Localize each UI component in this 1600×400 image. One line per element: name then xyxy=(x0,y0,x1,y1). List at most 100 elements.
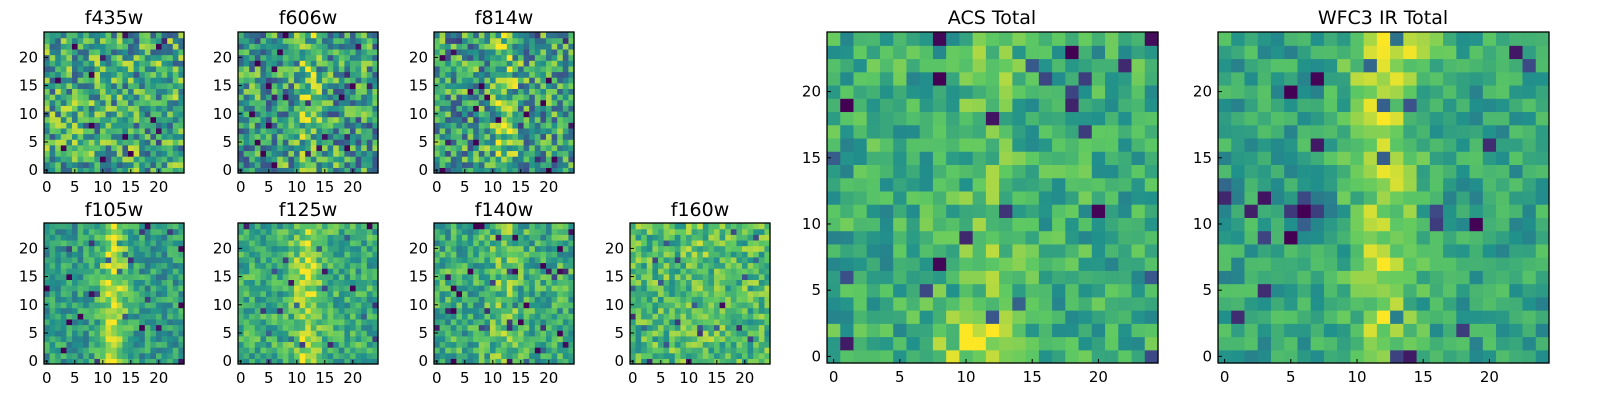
heatmap-cell xyxy=(512,335,519,343)
heatmap-cell xyxy=(434,335,441,343)
heatmap-cell xyxy=(88,239,95,247)
heatmap-cell xyxy=(512,307,519,314)
heatmap-cell xyxy=(178,307,185,314)
heatmap-cell xyxy=(434,239,441,247)
heatmap-cell xyxy=(344,228,351,235)
heatmap-cell xyxy=(243,77,250,84)
heatmap-cell xyxy=(49,37,56,44)
heatmap-cell xyxy=(178,105,185,112)
heatmap-cell xyxy=(456,268,463,275)
heatmap-cell xyxy=(546,77,553,84)
heatmap-cell xyxy=(55,133,62,140)
heatmap-cell xyxy=(742,301,749,309)
heatmap-cell xyxy=(144,262,151,269)
heatmap-cell xyxy=(959,349,974,364)
x-tick-label: 10 xyxy=(483,178,502,196)
heatmap-cell xyxy=(133,313,140,320)
heatmap-cell xyxy=(322,150,329,157)
heatmap-cell xyxy=(523,82,530,89)
heatmap-cell xyxy=(512,167,519,174)
heatmap-cell xyxy=(249,60,256,67)
heatmap-cell xyxy=(456,48,463,56)
heatmap-cell xyxy=(282,234,289,241)
heatmap-cell xyxy=(83,133,90,140)
heatmap-cell xyxy=(879,296,894,311)
heatmap-cell xyxy=(506,335,513,343)
heatmap-cell xyxy=(338,99,345,106)
heatmap-cell xyxy=(562,318,569,326)
heatmap-cell xyxy=(495,167,502,174)
heatmap-cell xyxy=(501,285,508,292)
heatmap-cell xyxy=(742,296,749,303)
heatmap-cell xyxy=(730,290,737,297)
heatmap-cell xyxy=(462,251,469,258)
heatmap-cell xyxy=(674,324,681,331)
heatmap-cell xyxy=(691,324,698,331)
heatmap-cell xyxy=(462,144,469,152)
x-tick-label: 15 xyxy=(121,178,140,196)
heatmap-cell xyxy=(725,335,732,343)
heatmap-cell xyxy=(111,228,118,235)
heatmap-cell xyxy=(310,150,317,157)
heatmap-cell xyxy=(1118,349,1133,364)
heatmap-cell xyxy=(49,156,56,163)
heatmap-cell xyxy=(434,347,441,354)
heatmap-cell xyxy=(105,94,112,101)
heatmap-cell xyxy=(635,234,642,241)
heatmap-cell xyxy=(932,204,947,218)
heatmap-cell xyxy=(490,268,497,275)
heatmap-cell xyxy=(1012,151,1027,165)
heatmap-cell xyxy=(490,318,497,326)
heatmap-cell xyxy=(344,32,351,39)
heatmap-cell xyxy=(150,71,157,78)
heatmap-cell xyxy=(434,77,441,84)
heatmap-cell xyxy=(167,156,174,163)
heatmap-cell xyxy=(879,349,894,364)
heatmap-cell xyxy=(495,285,502,292)
heatmap-cell xyxy=(150,156,157,163)
heatmap-cell xyxy=(66,54,73,61)
heatmap-cell xyxy=(294,335,301,343)
heatmap-cell xyxy=(361,167,368,174)
heatmap-cell xyxy=(725,318,732,326)
heatmap-cell xyxy=(139,358,146,365)
heatmap-cell xyxy=(299,99,306,106)
heatmap-cell xyxy=(316,296,323,303)
heatmap-cell xyxy=(49,77,56,84)
heatmap-cell xyxy=(719,296,726,303)
heatmap-cell xyxy=(742,330,749,337)
heatmap-cell xyxy=(439,167,446,174)
heatmap-cell xyxy=(827,204,841,218)
heatmap-cell xyxy=(450,330,457,337)
heatmap-cell xyxy=(161,352,168,359)
heatmap-cell xyxy=(462,77,469,84)
heatmap-cell xyxy=(144,54,151,61)
heatmap-cell xyxy=(55,54,62,61)
heatmap-cell xyxy=(260,330,267,337)
heatmap-cell xyxy=(172,296,179,303)
heatmap-cell xyxy=(150,139,157,146)
heatmap-cell xyxy=(111,60,118,67)
heatmap-cell xyxy=(450,318,457,326)
heatmap-cell xyxy=(133,251,140,258)
heatmap-cell xyxy=(310,122,317,129)
heatmap-cell xyxy=(473,352,480,359)
x-tick-label: 5 xyxy=(70,369,80,387)
heatmap-cell xyxy=(288,285,295,292)
heatmap-cell xyxy=(551,234,558,241)
heatmap-cell xyxy=(333,301,340,309)
heatmap-cell xyxy=(680,223,687,230)
heatmap-cell xyxy=(702,358,709,365)
heatmap-cell xyxy=(238,32,245,39)
heatmap-cell xyxy=(972,257,987,271)
heatmap-cell xyxy=(77,77,84,84)
heatmap-cell xyxy=(66,223,73,230)
heatmap-cell xyxy=(557,122,564,129)
heatmap-cell xyxy=(518,94,525,101)
heatmap-cell xyxy=(66,324,73,331)
heatmap-cell xyxy=(167,239,174,247)
heatmap-cell xyxy=(299,335,306,343)
heatmap-cell xyxy=(128,156,135,163)
heatmap-cell xyxy=(529,313,536,320)
heatmap-cell xyxy=(243,256,250,264)
